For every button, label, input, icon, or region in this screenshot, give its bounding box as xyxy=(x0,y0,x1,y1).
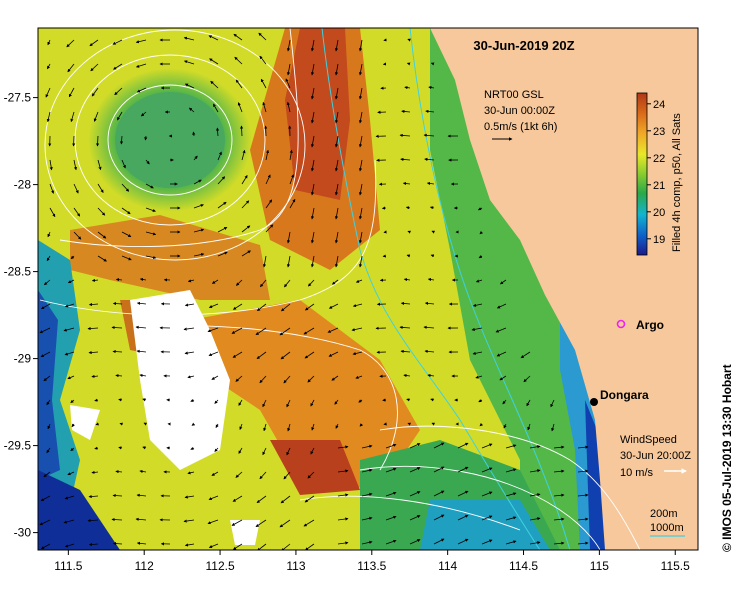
y-tick-label: -28 xyxy=(14,178,32,192)
x-tick-label: 115.5 xyxy=(661,559,690,573)
wind-legend-scale: 10 m/s xyxy=(620,467,654,479)
x-tick-label: 112.5 xyxy=(205,559,234,573)
colorbar-tick-label: 21 xyxy=(653,180,665,192)
y-tick-label: -29.5 xyxy=(4,439,32,453)
x-tick-label: 114 xyxy=(438,559,457,573)
current-legend-source: NRT00 GSL xyxy=(484,89,544,101)
current-legend-scale: 0.5m/s (1kt 6h) xyxy=(484,121,557,133)
dongara-marker-icon xyxy=(590,398,598,406)
x-tick-label: 115 xyxy=(590,559,609,573)
cold-eddy-core xyxy=(115,92,225,188)
wind-legend-title: WindSpeed xyxy=(620,434,677,446)
dongara-label: Dongara xyxy=(600,388,649,402)
x-axis: 111.5 112 112.5 113 113.5 114 114.5 115 115.5 xyxy=(54,550,690,573)
map-title: 30-Jun-2019 20Z xyxy=(473,38,574,53)
colorbar-label: Filled 4h comp, p50, All Sats xyxy=(671,113,683,252)
colorbar-tick-label: 23 xyxy=(653,126,665,138)
x-tick-label: 112 xyxy=(135,559,154,573)
y-axis: -27.5 -28 -28.5 -29 -29.5 -30 xyxy=(4,91,38,540)
wind-legend-time: 30-Jun 20:00Z xyxy=(620,450,691,462)
colorbar-tick-label: 20 xyxy=(653,207,665,219)
x-tick-label: 113 xyxy=(286,559,305,573)
colorbar-tick-label: 22 xyxy=(653,153,665,165)
map-plot-area xyxy=(38,28,698,551)
y-tick-label: -27.5 xyxy=(4,91,32,105)
x-tick-label: 114.5 xyxy=(509,559,538,573)
colorbar-tick-label: 24 xyxy=(653,99,665,111)
current-vector xyxy=(241,126,242,136)
current-legend-time: 30-Jun 00:00Z xyxy=(484,105,555,117)
y-tick-label: -29 xyxy=(14,352,32,366)
x-tick-label: 111.5 xyxy=(54,559,83,573)
current-vector xyxy=(97,136,98,146)
warm-core xyxy=(285,28,350,200)
x-tick-label: 113.5 xyxy=(357,559,386,573)
colorbar-ramp xyxy=(637,93,647,255)
isobath-legend-shallow: 200m xyxy=(650,508,678,520)
colorbar-tick-label: 19 xyxy=(653,234,665,246)
y-tick-label: -28.5 xyxy=(4,265,32,279)
argo-label: Argo xyxy=(636,318,664,332)
credit-text: © IMOS 05-Jul-2019 13:30 Hobart xyxy=(720,364,734,552)
isobath-legend-deep: 1000m xyxy=(650,522,684,534)
y-tick-label: -30 xyxy=(14,526,32,540)
